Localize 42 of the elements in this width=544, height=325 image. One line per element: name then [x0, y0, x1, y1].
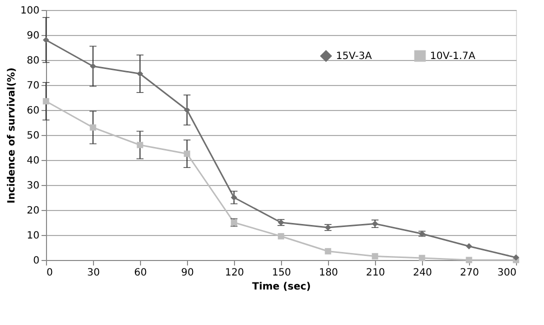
point: [184, 106, 190, 114]
point: [466, 243, 472, 250]
point: [418, 254, 426, 262]
x-tick-label: 90: [181, 268, 194, 278]
y-tick-label: 0: [33, 256, 40, 266]
point: [278, 233, 284, 240]
x-tick-label: 210: [366, 268, 386, 278]
y-tick-label: 50: [26, 130, 40, 142]
legend-label: 10V-1.7A: [430, 51, 476, 62]
x-tick-label: 270: [460, 268, 480, 278]
y-tick-label: 40: [26, 156, 40, 166]
point: [42, 98, 50, 104]
point: [372, 253, 378, 260]
x-tick-label: 30: [87, 268, 100, 278]
point: [324, 248, 332, 254]
y-axis-title: Incidence of survival(%): [6, 68, 18, 204]
point: [184, 150, 190, 157]
x-tick-label: 300: [497, 268, 516, 278]
point: [466, 256, 472, 264]
y-tick-label: 100: [20, 6, 40, 16]
legend-label: 15V-3A: [336, 51, 372, 62]
x-tick-label: 120: [224, 268, 244, 278]
point: [136, 70, 144, 77]
x-tick-label: 150: [272, 268, 292, 278]
x-tick-label: 180: [318, 268, 338, 278]
point: [230, 194, 238, 201]
point: [136, 142, 144, 148]
y-tick-label: 80: [26, 56, 40, 66]
y-tick-label: 20: [26, 206, 40, 216]
x-tick-label: 240: [412, 268, 432, 278]
x-tick-label: 0: [46, 268, 53, 278]
y-tick-label: 10: [26, 230, 40, 242]
y-tick-label: 90: [26, 30, 40, 42]
x-tick-label: 60: [134, 268, 147, 278]
y-tick-label: 70: [26, 80, 40, 92]
point: [42, 36, 50, 44]
y-tick-label: 60: [26, 106, 40, 116]
x-axis-title: Time (sec): [252, 282, 311, 292]
point: [90, 63, 96, 70]
point: [512, 254, 520, 261]
point: [90, 124, 96, 131]
y-tick-label: 30: [26, 180, 40, 192]
